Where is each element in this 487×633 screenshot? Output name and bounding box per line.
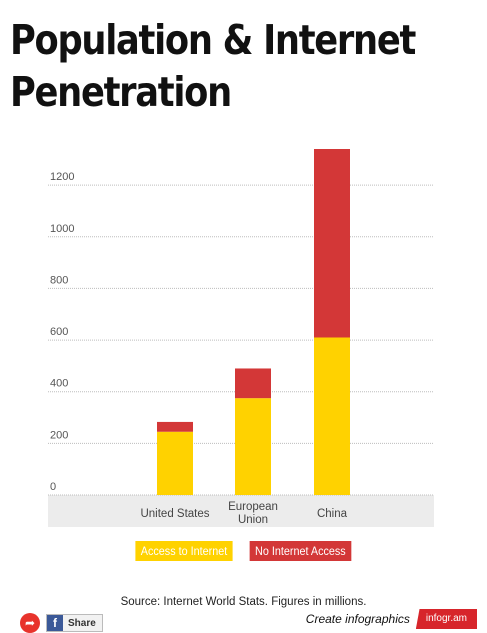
infogram-logo[interactable]: infogr.am (415, 609, 477, 629)
x-tick-label: European (228, 501, 278, 513)
plot-area: 0 200 400 600 800 1000 1200 United States Europe… (48, 149, 434, 527)
y-tick-label: 1000 (50, 223, 74, 235)
chart: 0 200 400 600 800 1000 1200 United States Europe… (48, 149, 434, 527)
x-tick-label: China (317, 508, 348, 520)
chart-title: Population & Internet Penetration (10, 14, 416, 118)
share-arrow-icon[interactable]: ➦ (20, 613, 40, 633)
y-tick-label: 800 (50, 274, 68, 286)
y-tick-label: 200 (50, 429, 68, 441)
title-line-1: Population & Internet (10, 16, 416, 64)
bar-access-0 (157, 431, 193, 495)
facebook-icon: f (47, 615, 63, 631)
source-note: Source: Internet World Stats. Figures in… (120, 596, 367, 608)
legend-item-access: Access to Internet (135, 541, 233, 561)
legend: Access to Internet No Internet Access (0, 541, 487, 561)
x-axis-band (48, 495, 434, 527)
share-controls: ➦ f Share (20, 613, 103, 633)
share-label: Share (68, 617, 96, 629)
legend-item-no-access: No Internet Access (249, 541, 352, 561)
bar-access-1 (235, 398, 271, 495)
y-tick-label: 0 (50, 481, 56, 493)
bar-no-access-1 (235, 368, 271, 399)
bar-access-2 (314, 337, 350, 495)
x-tick-label: United States (140, 508, 209, 520)
title-line-2: Penetration (10, 68, 232, 116)
bar-no-access-0 (157, 421, 193, 432)
branding: Create infographics infogr.am (306, 609, 477, 629)
facebook-share-button[interactable]: f Share (46, 614, 103, 632)
y-tick-label: 1200 (50, 171, 74, 183)
x-tick-label: Union (238, 514, 268, 526)
y-tick-label: 400 (50, 378, 68, 390)
bar-no-access-2 (314, 149, 350, 338)
create-infographics-link[interactable]: Create infographics (305, 612, 410, 626)
y-tick-label: 600 (50, 326, 68, 338)
